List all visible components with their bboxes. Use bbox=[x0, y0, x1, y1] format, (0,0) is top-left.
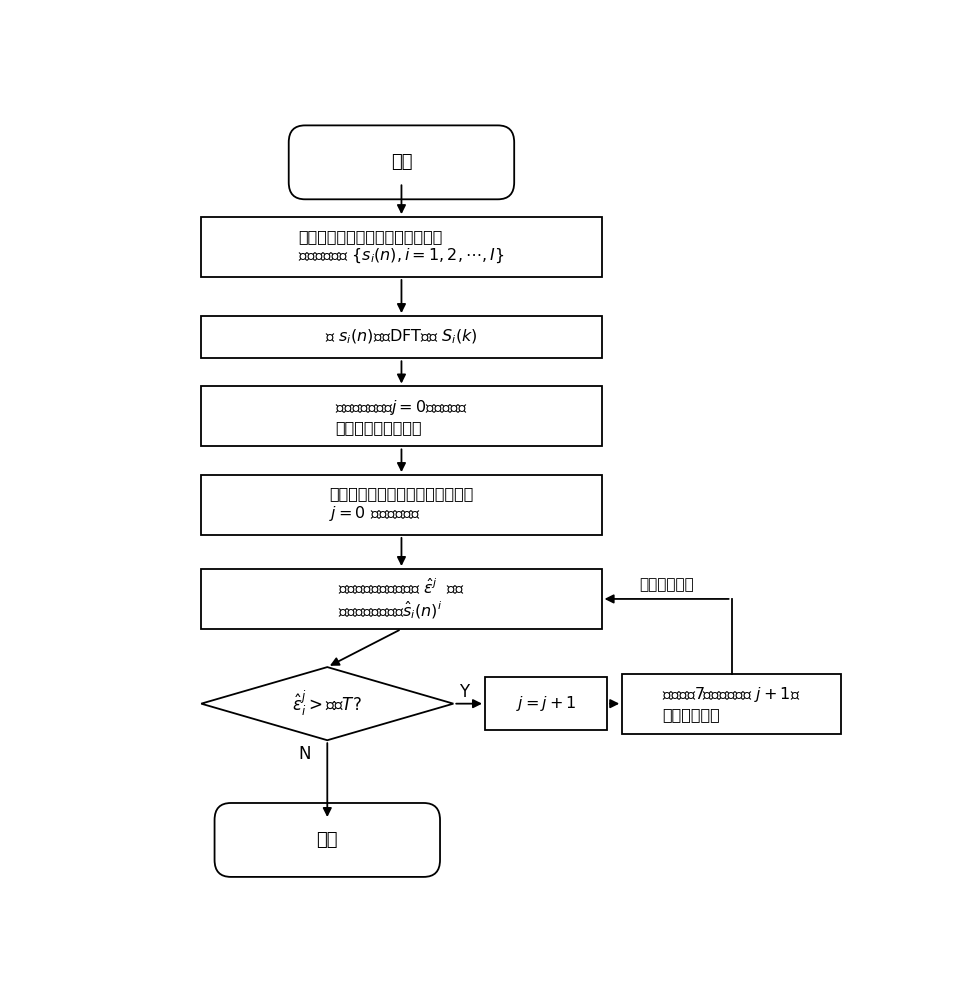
FancyBboxPatch shape bbox=[289, 125, 514, 199]
Bar bbox=[201, 217, 602, 277]
Text: $j=j+1$: $j=j+1$ bbox=[516, 694, 576, 713]
Bar bbox=[201, 386, 602, 446]
Bar bbox=[201, 316, 602, 358]
Bar bbox=[622, 674, 841, 734]
Text: 按照步骤7计算个频点第 $j+1$次
迭代后的信号: 按照步骤7计算个频点第 $j+1$次 迭代后的信号 bbox=[662, 685, 801, 722]
Text: N: N bbox=[299, 745, 311, 763]
Bar bbox=[485, 677, 608, 730]
Text: Y: Y bbox=[459, 683, 470, 701]
Bar bbox=[201, 569, 602, 629]
Polygon shape bbox=[201, 667, 454, 740]
Text: 初始化迭代参数$j=0$，确定各频
点的幅度和频率范围: 初始化迭代参数$j=0$，确定各频 点的幅度和频率范围 bbox=[335, 398, 468, 435]
Text: 对 $s_i(n)$进行DFT得到 $S_i(k)$: 对 $s_i(n)$进行DFT得到 $S_i(k)$ bbox=[325, 328, 478, 346]
Text: 在各频点的幅度和频率范围中求取
$j=0$ 的各运动信号: 在各频点的幅度和频率范围中求取 $j=0$ 的各运动信号 bbox=[329, 487, 474, 523]
Bar bbox=[201, 475, 602, 535]
FancyBboxPatch shape bbox=[214, 803, 440, 877]
Text: 迭代更新循环: 迭代更新循环 bbox=[639, 578, 694, 593]
Text: $\hat{\varepsilon}_i^j >$阈値$T$?: $\hat{\varepsilon}_i^j >$阈値$T$? bbox=[293, 689, 362, 718]
Text: 开始: 开始 bbox=[390, 153, 412, 171]
Text: 自动提取血管特征点并跟踪得到结
构特征点序列 {$s_i(n),i=1,2,\cdots,I$}: 自动提取血管特征点并跟踪得到结 构特征点序列 {$s_i(n),i=1,2,\c… bbox=[299, 229, 504, 265]
Text: 求取估计最小均方误差 $\hat{\varepsilon}^j$  并求
得估计得混合信号$\hat{s}_i(n)^i$: 求取估计最小均方误差 $\hat{\varepsilon}^j$ 并求 得估计得… bbox=[339, 577, 464, 621]
Text: 结束: 结束 bbox=[317, 831, 338, 849]
